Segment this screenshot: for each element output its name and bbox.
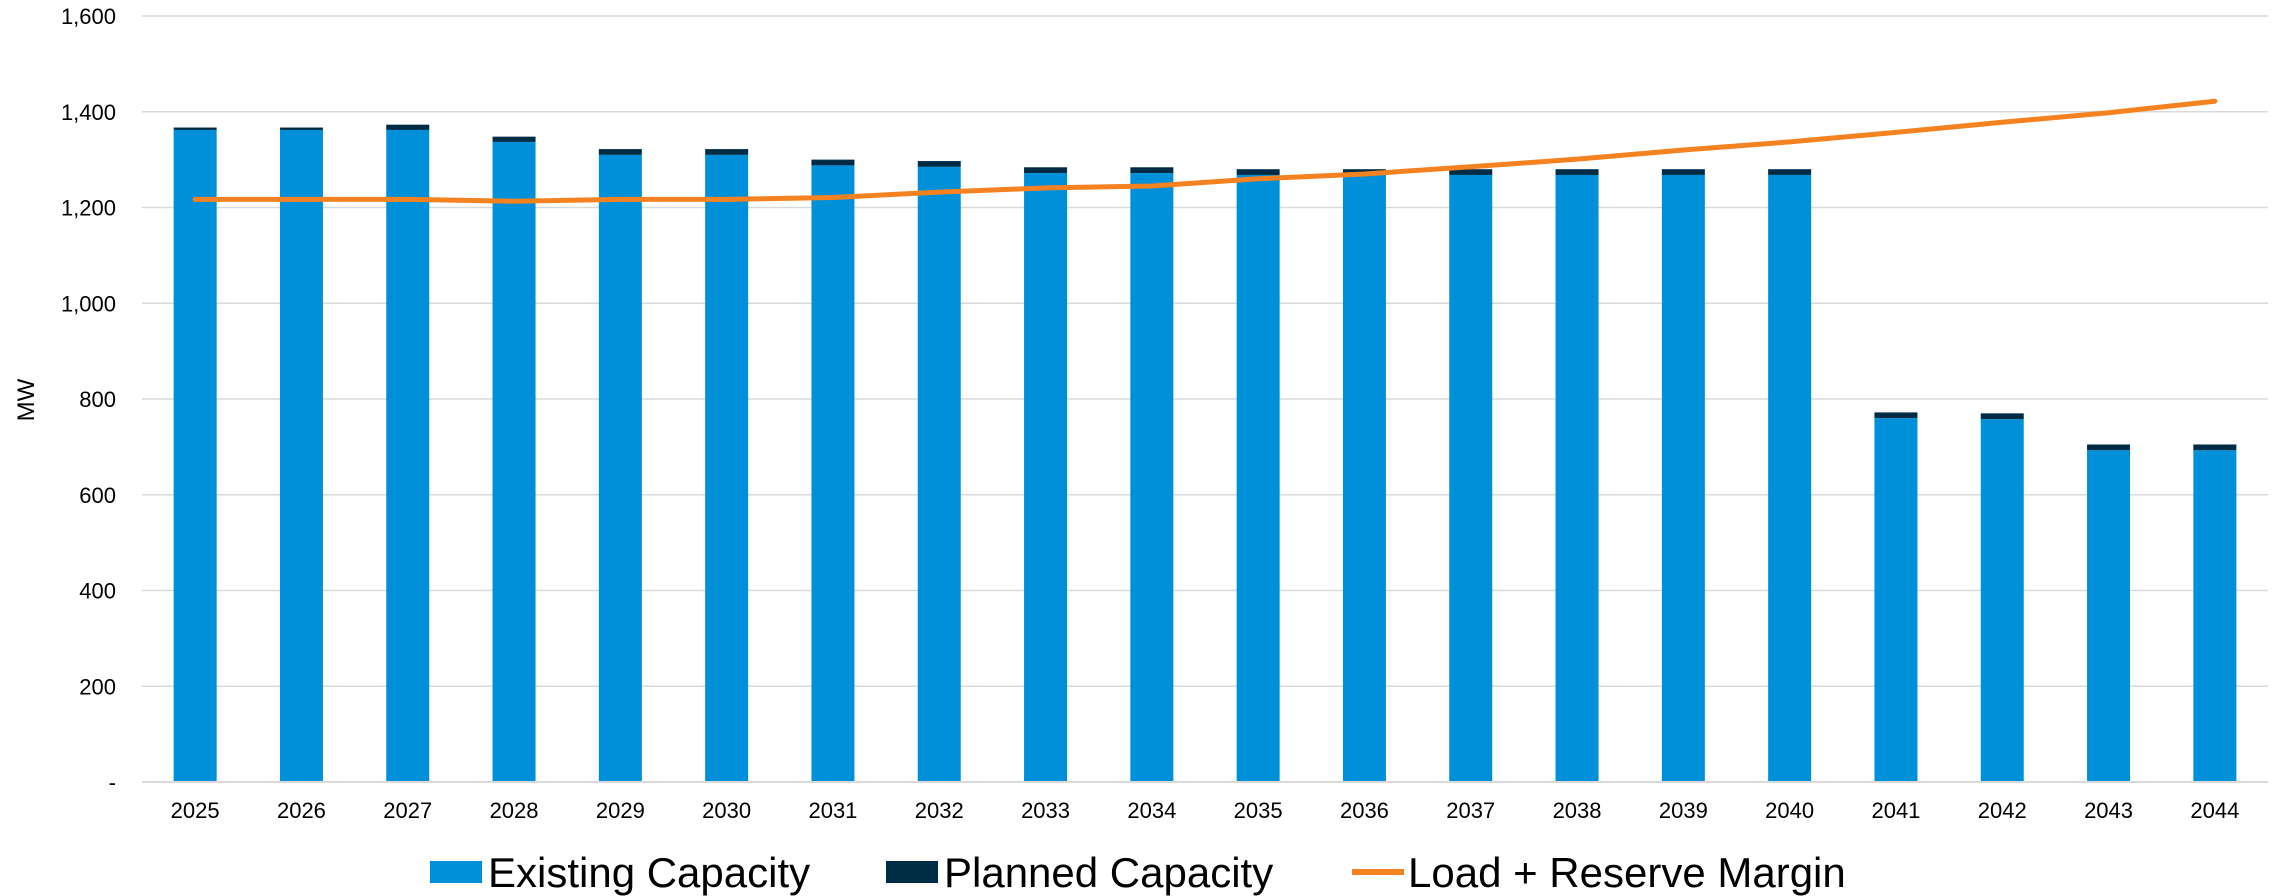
y-tick-label: 1,600 [61, 4, 116, 29]
bar-existing-capacity-2026 [279, 129, 323, 782]
bar-planned-capacity-2044 [2193, 444, 2237, 451]
bar-existing-capacity-2033 [1024, 173, 1068, 782]
bars [173, 124, 2237, 782]
x-tick-label: 2037 [1446, 798, 1495, 823]
bar-existing-capacity-2042 [1980, 419, 2024, 782]
y-tick-label: 200 [79, 674, 116, 699]
x-tick-label: 2025 [171, 798, 220, 823]
bar-existing-capacity-2041 [1874, 418, 1918, 782]
bar-planned-capacity-2033 [1024, 167, 1068, 174]
bar-existing-capacity-2040 [1768, 174, 1812, 782]
y-tick-label: 1,200 [61, 196, 116, 221]
x-tick-label: 2027 [383, 798, 432, 823]
bar-planned-capacity-2042 [1980, 413, 2024, 420]
line-series [192, 98, 2218, 204]
bar-planned-capacity-2034 [1130, 167, 1174, 174]
bar-planned-capacity-2031 [811, 159, 855, 166]
bar-planned-capacity-2025 [173, 127, 217, 130]
bar-planned-capacity-2030 [705, 149, 749, 155]
bar-planned-capacity-2029 [598, 149, 642, 155]
y-tick-label: 1,400 [61, 100, 116, 125]
y-axis-ticks: - 200 400 600 800 1,000 1,200 1,400 1,600 [61, 4, 116, 795]
x-tick-label: 2031 [808, 798, 857, 823]
bar-existing-capacity-2036 [1342, 174, 1386, 782]
bar-planned-capacity-2035 [1236, 169, 1280, 175]
x-tick-label: 2044 [2190, 798, 2239, 823]
bar-existing-capacity-2043 [2087, 450, 2131, 782]
x-tick-label: 2028 [490, 798, 539, 823]
bar-planned-capacity-2039 [1661, 169, 1705, 175]
legend-swatch-existing-capacity [430, 861, 482, 883]
x-tick-label: 2029 [596, 798, 645, 823]
bar-existing-capacity-2044 [2193, 450, 2237, 782]
y-tick-label: - [109, 770, 116, 795]
bar-existing-capacity-2025 [173, 129, 217, 782]
bar-planned-capacity-2037 [1449, 169, 1493, 175]
bar-existing-capacity-2030 [705, 154, 749, 782]
x-tick-label: 2035 [1234, 798, 1283, 823]
gridlines [142, 15, 2268, 687]
x-tick-label: 2032 [915, 798, 964, 823]
x-tick-label: 2030 [702, 798, 751, 823]
y-tick-label: 1,000 [61, 291, 116, 316]
x-axis-ticks: 2025 2026 2027 2028 2029 2030 2031 2032 2033 2034… [171, 798, 2240, 823]
x-tick-label: 2026 [277, 798, 326, 823]
bar-planned-capacity-2038 [1555, 169, 1599, 175]
x-tick-label: 2034 [1127, 798, 1176, 823]
bar-planned-capacity-2026 [279, 127, 323, 130]
bar-planned-capacity-2040 [1768, 169, 1812, 175]
x-tick-label: 2038 [1553, 798, 1602, 823]
line-load-reserve-margin [192, 98, 2218, 204]
bar-planned-capacity-2027 [386, 124, 430, 130]
bar-planned-capacity-2032 [917, 161, 961, 167]
bar-existing-capacity-2028 [492, 141, 536, 782]
bar-existing-capacity-2039 [1661, 174, 1705, 782]
x-tick-label: 2043 [2084, 798, 2133, 823]
bar-existing-capacity-2035 [1236, 174, 1280, 782]
x-tick-label: 2042 [1978, 798, 2027, 823]
bar-planned-capacity-2043 [2087, 444, 2131, 451]
legend: Existing Capacity Planned Capacity Load … [430, 849, 1846, 896]
y-tick-label: 600 [79, 483, 116, 508]
legend-swatch-planned-capacity [886, 861, 938, 883]
bar-planned-capacity-2041 [1874, 412, 1918, 419]
bar-existing-capacity-2032 [917, 166, 961, 782]
x-tick-label: 2036 [1340, 798, 1389, 823]
bar-planned-capacity-2028 [492, 136, 536, 142]
legend-label-planned-capacity: Planned Capacity [944, 849, 1273, 896]
bar-existing-capacity-2031 [811, 165, 855, 782]
bar-existing-capacity-2027 [386, 129, 430, 782]
legend-label-existing-capacity: Existing Capacity [488, 849, 810, 896]
bar-existing-capacity-2037 [1449, 174, 1493, 782]
bar-existing-capacity-2038 [1555, 174, 1599, 782]
bar-existing-capacity-2034 [1130, 173, 1174, 782]
x-tick-label: 2033 [1021, 798, 1070, 823]
bar-existing-capacity-2029 [598, 154, 642, 782]
x-tick-label: 2039 [1659, 798, 1708, 823]
x-tick-label: 2040 [1765, 798, 1814, 823]
y-tick-label: 800 [79, 387, 116, 412]
y-tick-label: 400 [79, 579, 116, 604]
x-tick-label: 2041 [1871, 798, 1920, 823]
y-axis-title: MW [13, 378, 40, 421]
legend-label-load-reserve-margin: Load + Reserve Margin [1408, 849, 1846, 896]
